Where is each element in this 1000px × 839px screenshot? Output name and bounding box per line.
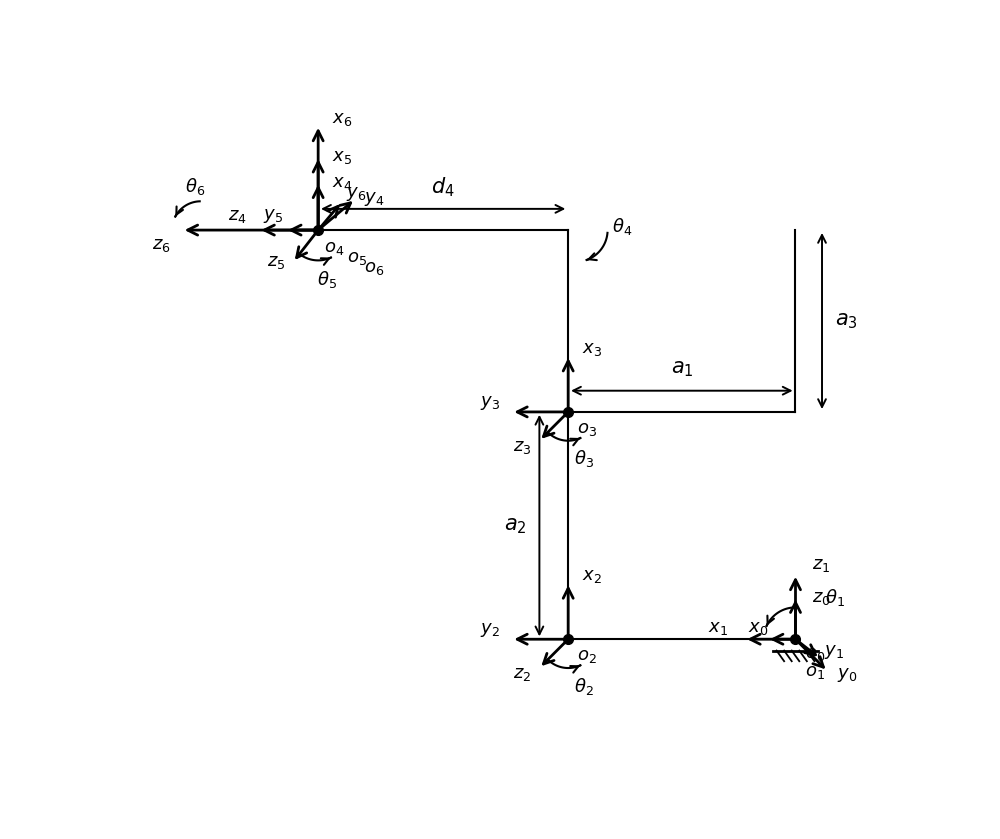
Text: $\theta _4$: $\theta _4$ xyxy=(612,216,632,237)
Text: $y_5$: $y_5$ xyxy=(263,207,283,226)
Text: $z_0$: $z_0$ xyxy=(812,589,831,607)
Text: $\theta _2$: $\theta _2$ xyxy=(574,675,594,696)
Text: $z_3$: $z_3$ xyxy=(513,438,532,456)
Text: $d_4$: $d_4$ xyxy=(431,176,455,200)
Text: $z_4$: $z_4$ xyxy=(228,207,247,226)
Text: $o_2$: $o_2$ xyxy=(577,647,597,664)
Text: $\theta _3$: $\theta _3$ xyxy=(574,448,594,469)
Text: $\theta _1$: $\theta _1$ xyxy=(825,587,845,608)
Text: $y_2$: $y_2$ xyxy=(480,621,500,639)
Text: $x_2$: $x_2$ xyxy=(582,567,602,586)
Text: $x_0$: $x_0$ xyxy=(748,619,768,637)
Text: $o_4$: $o_4$ xyxy=(324,239,344,258)
Text: $y_3$: $y_3$ xyxy=(480,393,500,412)
Text: $z_1$: $z_1$ xyxy=(812,555,831,574)
Text: $\theta _6$: $\theta _6$ xyxy=(185,175,205,196)
Text: $x_5$: $x_5$ xyxy=(332,149,352,166)
Text: $z_5$: $z_5$ xyxy=(267,253,285,271)
Text: $y_0$: $y_0$ xyxy=(837,666,857,684)
Text: $o_3$: $o_3$ xyxy=(577,420,597,437)
Text: $\theta _5$: $\theta _5$ xyxy=(317,268,337,289)
Text: $a_1$: $a_1$ xyxy=(671,359,693,379)
Text: $x_6$: $x_6$ xyxy=(332,110,352,128)
Text: $a_2$: $a_2$ xyxy=(504,516,526,535)
Text: $y_4$: $y_4$ xyxy=(364,190,385,208)
Text: $y_1$: $y_1$ xyxy=(824,644,844,661)
Text: $z_2$: $z_2$ xyxy=(513,665,532,683)
Text: $o_6$: $o_6$ xyxy=(364,259,384,277)
Text: $o_1$: $o_1$ xyxy=(805,664,824,681)
Text: $z_6$: $z_6$ xyxy=(152,237,170,254)
Text: $x_4$: $x_4$ xyxy=(332,175,352,192)
Text: $o_5$: $o_5$ xyxy=(347,249,367,267)
Text: $x_3$: $x_3$ xyxy=(582,340,602,358)
Text: $o_0$: $o_0$ xyxy=(805,645,825,664)
Text: $y_6$: $y_6$ xyxy=(346,185,366,203)
Text: $x_1$: $x_1$ xyxy=(708,619,728,637)
Text: $a_3$: $a_3$ xyxy=(835,311,858,331)
